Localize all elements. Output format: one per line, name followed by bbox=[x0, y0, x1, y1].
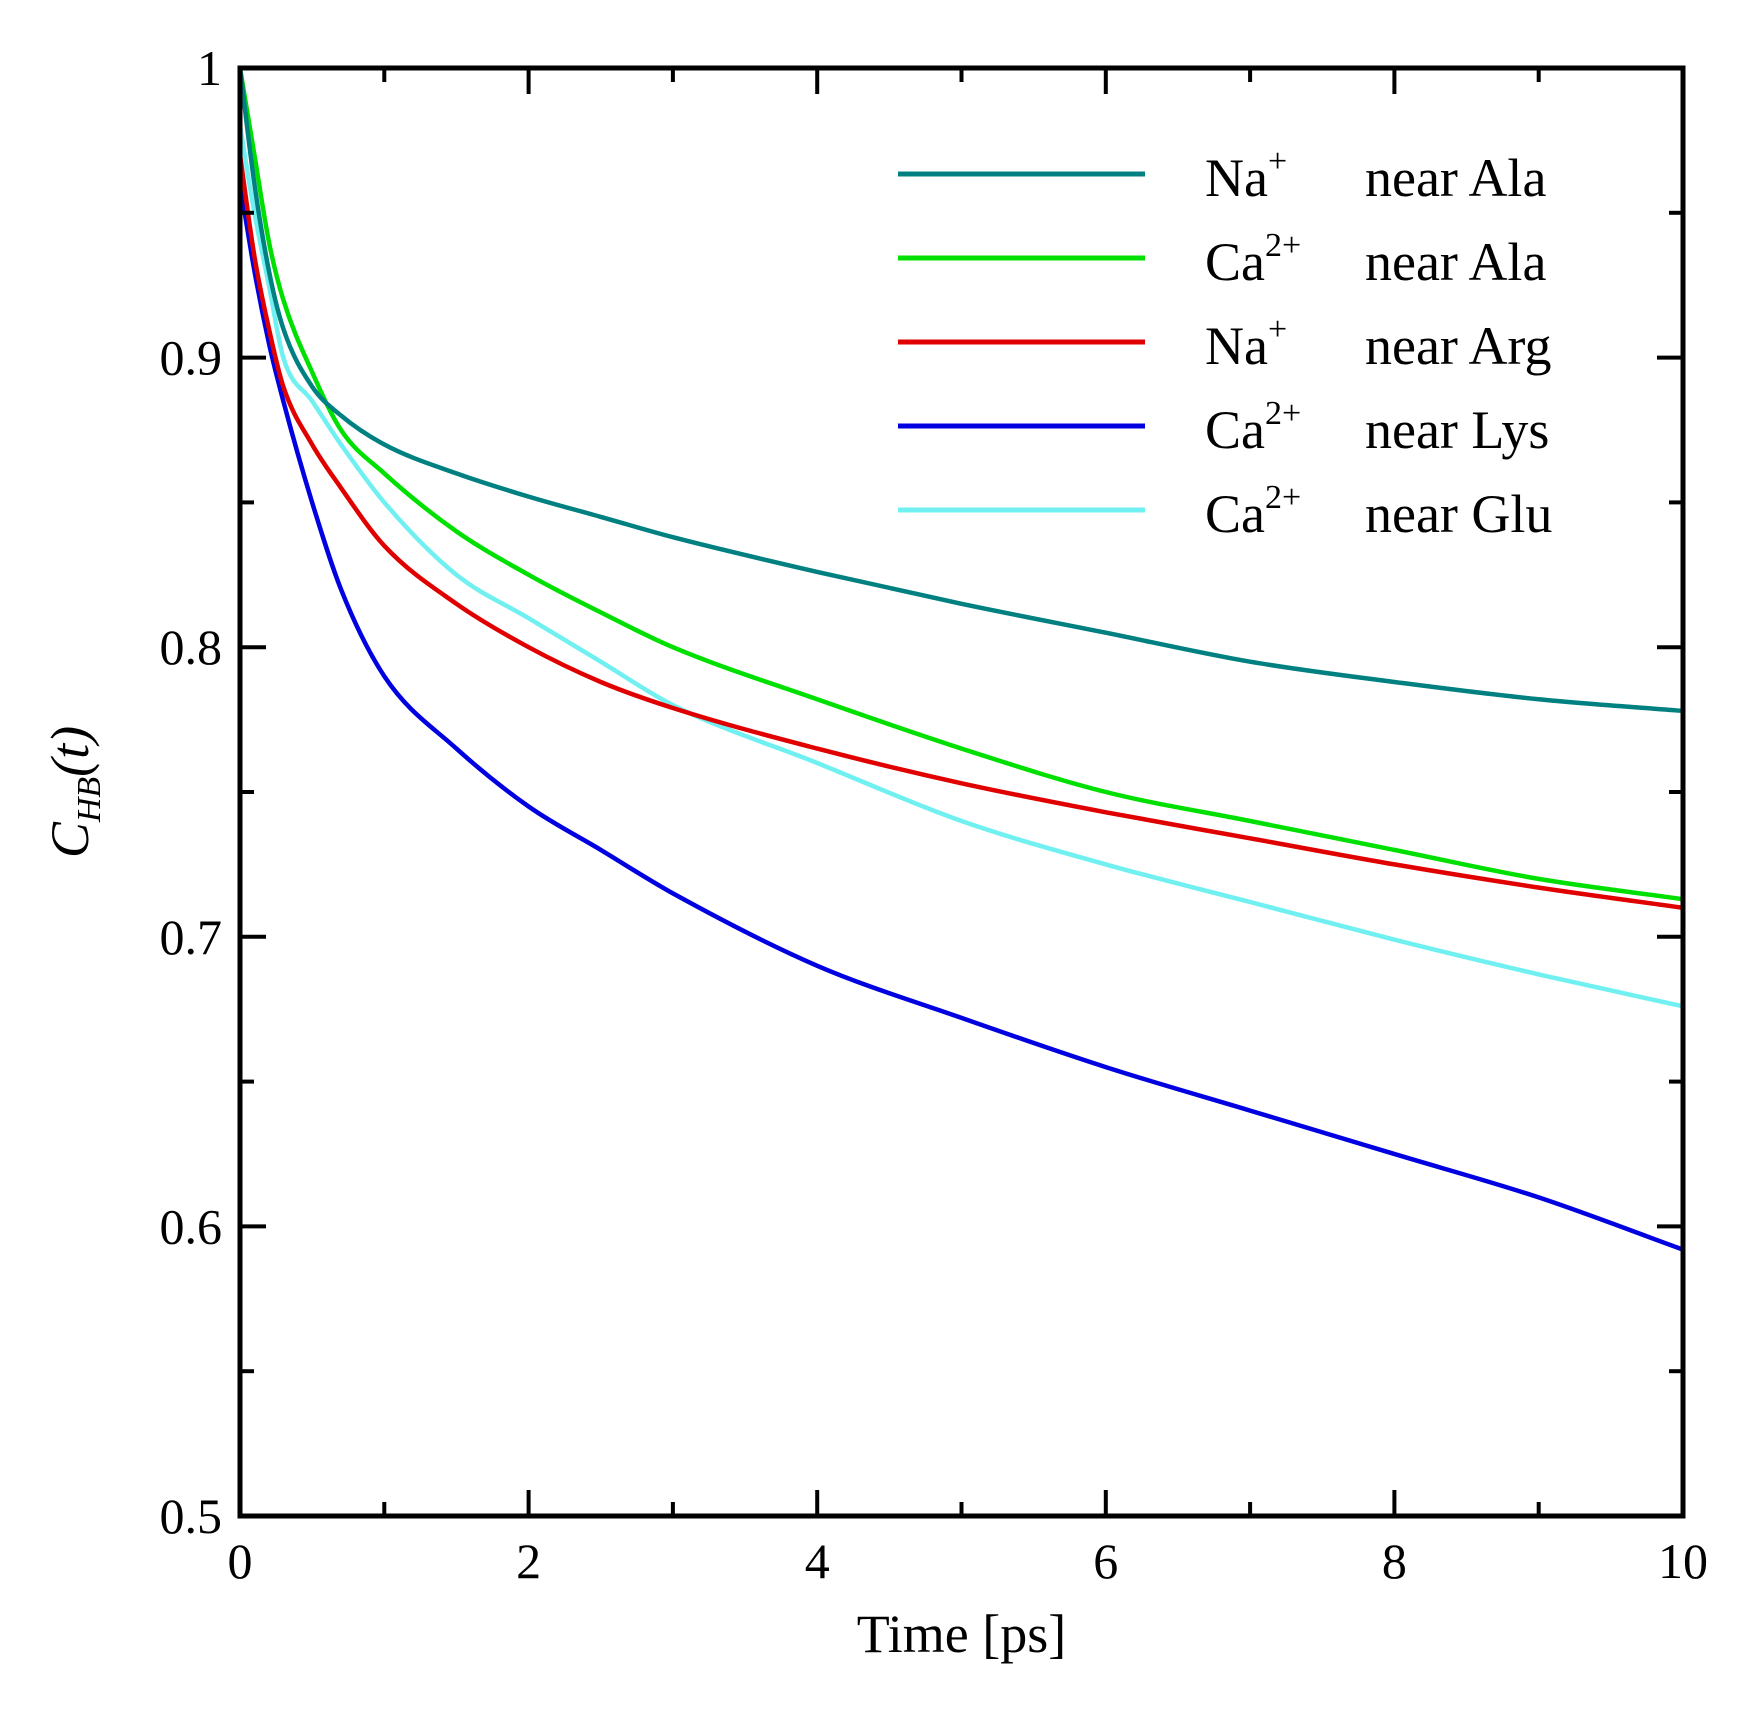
x-tick-label: 8 bbox=[1382, 1533, 1407, 1589]
plot-frame bbox=[237, 65, 1686, 1519]
series-line-ca2-near-ala bbox=[237, 67, 1684, 902]
x-tick-label: 2 bbox=[516, 1533, 541, 1589]
tick-labels: 0 2 4 6 8 10 0.5 0.6 0.7 0.8 0.9 1 bbox=[160, 40, 1709, 1589]
x-tick-label: 10 bbox=[1658, 1533, 1708, 1589]
y-tick-label: 1 bbox=[197, 40, 222, 96]
legend-entry: Ca2+ near Glu bbox=[1205, 479, 1552, 544]
x-tick-label: 6 bbox=[1093, 1533, 1118, 1589]
y-axis-title-arg: (t) bbox=[40, 726, 100, 777]
series-line-ca2-near-lys bbox=[237, 183, 1684, 1252]
x-axis-title: Time [ps] bbox=[857, 1604, 1067, 1664]
x-tick-label: 0 bbox=[228, 1533, 253, 1589]
y-tick-label: 0.9 bbox=[160, 330, 223, 386]
y-tick-label: 0.5 bbox=[160, 1488, 223, 1544]
legend-entry: Ca2+ near Lys bbox=[1205, 395, 1549, 460]
series-line-na-near-arg bbox=[237, 154, 1684, 911]
legend-entry: Na+ near Ala bbox=[1205, 143, 1546, 208]
legend-entry: Na+ near Arg bbox=[1205, 311, 1551, 376]
series-line-na-near-ala bbox=[237, 67, 1684, 714]
legend-entry: Ca2+ near Ala bbox=[1205, 227, 1546, 292]
y-axis-title-main: C bbox=[40, 821, 100, 858]
series-layer bbox=[237, 67, 1684, 1252]
y-tick-label: 0.8 bbox=[160, 619, 223, 675]
legend: Na+ near Ala Ca2+ near Ala Na+ near Arg Ca2+ ne… bbox=[898, 143, 1552, 544]
y-tick-label: 0.7 bbox=[160, 909, 223, 965]
x-tick-label: 4 bbox=[805, 1533, 830, 1589]
series-line-ca2-near-glu bbox=[237, 125, 1684, 1009]
y-axis-title-sub: HB bbox=[71, 777, 108, 824]
y-axis-title: CHB(t) bbox=[40, 726, 108, 858]
y-tick-label: 0.6 bbox=[160, 1198, 223, 1254]
